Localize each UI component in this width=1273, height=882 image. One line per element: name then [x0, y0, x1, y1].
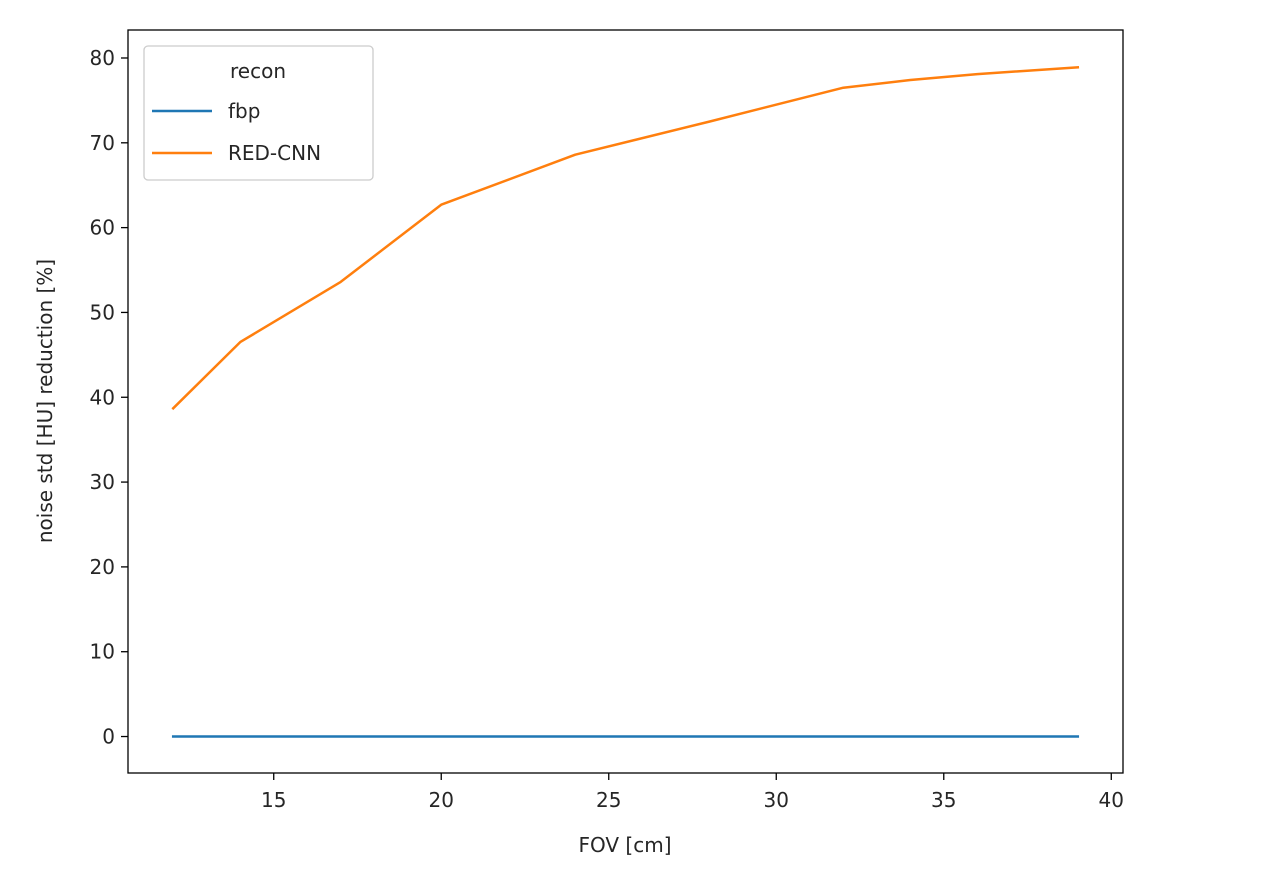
y-tick-label-0: 0: [102, 725, 115, 749]
y-tick-label-10: 10: [90, 640, 115, 664]
legend-box: [143, 45, 374, 181]
x-tick-label-40: 40: [1099, 788, 1124, 812]
legend: recon fbp RED-CNN: [143, 45, 374, 181]
x-tick-label-25: 25: [596, 788, 621, 812]
series-line-red-cnn: [171, 65, 1080, 411]
y-tick-label-70: 70: [90, 131, 115, 155]
y-tick-label-40: 40: [90, 385, 115, 409]
y-axis-ticks: 0 10 20 30 40 50 60 70 80: [90, 46, 128, 749]
y-axis-label: noise std [HU] reduction [%]: [33, 259, 57, 543]
x-tick-label-30: 30: [764, 788, 789, 812]
y-tick-label-60: 60: [90, 216, 115, 240]
y-tick-label-50: 50: [90, 300, 115, 324]
x-tick-label-15: 15: [261, 788, 286, 812]
x-tick-label-35: 35: [931, 788, 956, 812]
legend-title: recon: [230, 59, 286, 83]
series-lines: [171, 65, 1080, 738]
x-tick-label-20: 20: [429, 788, 454, 812]
x-axis-label: FOV [cm]: [578, 833, 671, 857]
legend-label-fbp: fbp: [228, 99, 260, 123]
x-axis-ticks: 15 20 25 30 35 40: [261, 773, 1124, 812]
y-tick-label-80: 80: [90, 46, 115, 70]
y-tick-label-30: 30: [90, 470, 115, 494]
y-tick-label-20: 20: [90, 555, 115, 579]
axes-frame: [127, 29, 1124, 774]
legend-label-red-cnn: RED-CNN: [228, 141, 321, 165]
